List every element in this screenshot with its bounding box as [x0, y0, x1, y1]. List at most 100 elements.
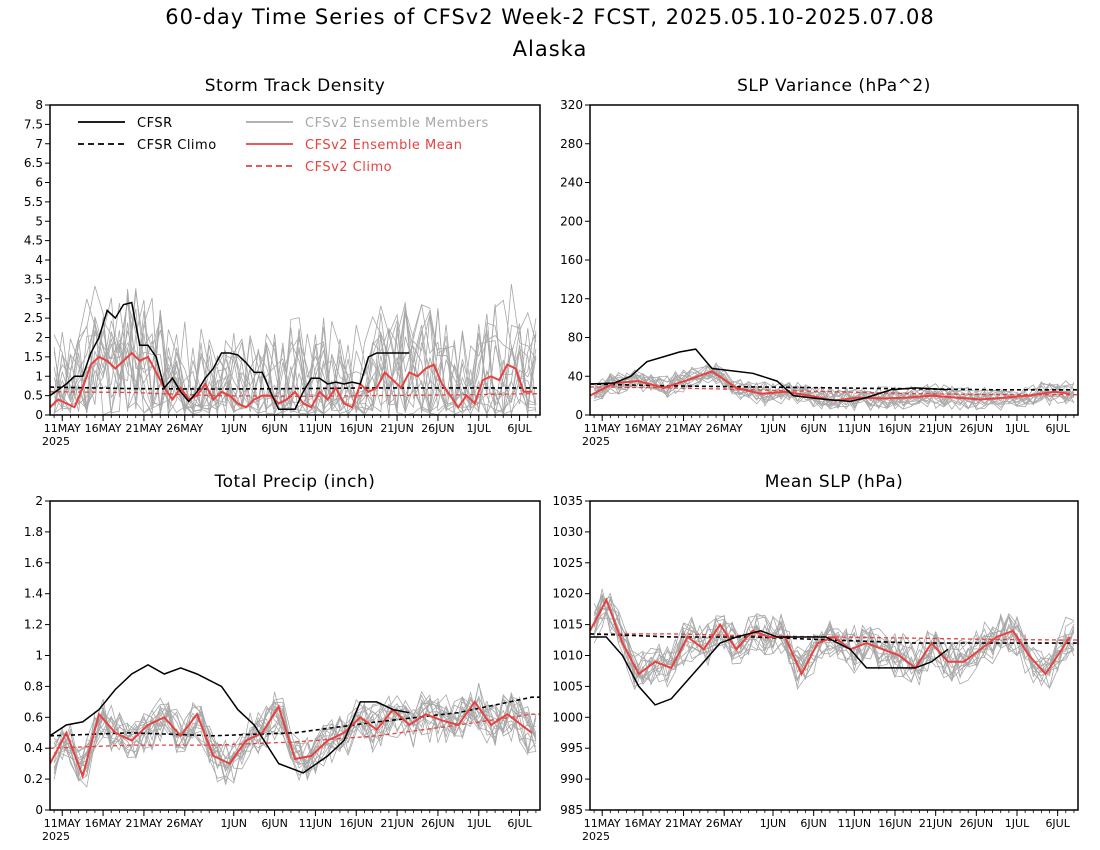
x-tick-label: 11MAY [44, 817, 81, 830]
ensemble-member-line [593, 370, 1075, 408]
ensemble-mean-line [50, 351, 532, 410]
x-tick-label: 16MAY [85, 422, 122, 435]
plot-frame [589, 104, 1079, 416]
panel-title: Total Precip (inch) [214, 472, 376, 492]
y-tick-label: 0.6 [24, 710, 43, 724]
y-tick-label: 1005 [552, 679, 583, 693]
x-tick-label: 1JUL [467, 422, 492, 435]
ensemble-mean-line [50, 700, 533, 780]
x-tick-label: 21MAY [125, 817, 162, 830]
x-tick-label: 26MAY [706, 422, 743, 435]
x-tick-label: 16MAY [624, 817, 661, 830]
y-tick-label: 320 [560, 98, 583, 112]
y-tick-label: 2 [35, 494, 43, 508]
y-tick-label: 985 [560, 803, 583, 817]
legend-cfsr-climo-label: CFSR Climo [137, 138, 217, 153]
y-tick-label: 1.6 [24, 556, 43, 570]
y-tick-label: 0.5 [24, 389, 43, 403]
y-tick-label: 1.4 [24, 587, 43, 601]
y-tick-label: 3.5 [24, 272, 43, 286]
y-tick-label: 240 [560, 176, 583, 190]
x-tick-label: 26JUN [421, 422, 455, 435]
x-tick-label: 1JUL [1005, 817, 1030, 830]
series-group [590, 348, 1078, 412]
cfsr-climo-line [590, 383, 1078, 391]
y-tick-label: 160 [560, 253, 583, 267]
y-tick-label: 5 [35, 214, 43, 228]
legend-members-label: CFSv2 Ensemble Members [305, 116, 489, 131]
ensemble-mean-line [590, 597, 1071, 677]
x-tick-label: 6JUN [800, 817, 827, 830]
x-tick-label: 21JUN [380, 817, 414, 830]
ensemble-member-line [593, 592, 1075, 685]
x-tick-label: 6JUL [1045, 817, 1070, 830]
ensemble-member-line [593, 365, 1075, 410]
x-year-label: 2025 [42, 435, 70, 448]
y-tick-label: 1000 [552, 710, 583, 724]
y-tick-label: 6 [35, 176, 43, 190]
x-tick-label: 26MAY [166, 422, 203, 435]
panel-title: Storm Track Density [205, 76, 386, 96]
cfsr-climo-line [50, 696, 540, 737]
y-tick-label: 8 [35, 98, 43, 112]
y-tick-label: 4.5 [24, 234, 43, 248]
series-group [50, 284, 540, 415]
cfsr-climo-line [590, 633, 1078, 644]
x-tick-label: 11JUN [838, 422, 872, 435]
y-tick-label: 1.5 [24, 350, 43, 364]
cfsr-line [590, 630, 949, 706]
y-tick-label: 2 [35, 331, 43, 345]
y-tick-label: 3 [35, 292, 43, 306]
x-tick-label: 21JUN [919, 422, 953, 435]
y-tick-label: 200 [560, 214, 583, 228]
y-tick-label: 0 [35, 408, 43, 422]
y-tick-label: 2.5 [24, 311, 43, 325]
y-tick-label: 7.5 [24, 117, 43, 131]
y-tick-label: 1 [35, 649, 43, 663]
cfsr-line [50, 663, 410, 774]
series-group [590, 588, 1078, 706]
x-tick-label: 6JUL [507, 422, 532, 435]
main-subtitle: Alaska [512, 37, 588, 61]
ensemble-member-line [53, 317, 537, 415]
series-group [50, 663, 540, 788]
x-tick-label: 1JUN [220, 422, 247, 435]
y-tick-label: 0.2 [24, 772, 43, 786]
panel-title: Mean SLP (hPa) [765, 472, 904, 492]
x-tick-label: 16JUN [878, 422, 912, 435]
y-tick-label: 6.5 [24, 156, 43, 170]
y-tick-label: 280 [560, 137, 583, 151]
y-tick-label: 40 [568, 369, 583, 383]
y-tick-label: 995 [560, 741, 583, 755]
x-tick-label: 16MAY [624, 422, 661, 435]
panel-3: Total Precip (inch) 0 0.2 0.4 0.6 0.8 1 1.2 1.4 1… [24, 472, 541, 843]
y-tick-label: 1.8 [24, 525, 43, 539]
y-tick-label: 1020 [552, 587, 583, 601]
x-tick-label: 21MAY [665, 817, 702, 830]
x-tick-label: 11MAY [44, 422, 81, 435]
x-tick-label: 6JUL [1045, 422, 1070, 435]
cfsr-line [50, 301, 410, 410]
x-year-label: 2025 [582, 435, 610, 448]
x-tick-label: 11MAY [584, 422, 621, 435]
legend: CFSR CFSR Climo CFSv2 Ensemble Members CFSv… [78, 116, 489, 175]
x-tick-label: 11MAY [584, 817, 621, 830]
panel-4: Mean SLP (hPa) 985 990 995 1000 1005 1010 1015 1… [552, 472, 1079, 843]
x-tick-label: 26JUN [960, 817, 994, 830]
y-tick-label: 7 [35, 137, 43, 151]
cfsv2-climo-line [590, 633, 1078, 641]
panel-2: SLP Variance (hPa^2) 0 40 80 120 160 200 240 280… [560, 76, 1079, 448]
legend-cfsv2-climo-label: CFSv2 Climo [305, 160, 392, 175]
y-tick-label: 80 [568, 331, 583, 345]
x-tick-label: 11JUN [299, 422, 333, 435]
ensemble-member-line [593, 370, 1075, 410]
x-tick-label: 26MAY [166, 817, 203, 830]
y-tick-label: 990 [560, 772, 583, 786]
panel-1: Storm Track Density 0 0.5 1 1.5 2 2.5 3 3.5 4 4.5 5… [24, 76, 541, 448]
ensemble-member-line [53, 297, 536, 415]
y-tick-label: 0 [575, 408, 583, 422]
panel-title: SLP Variance (hPa^2) [737, 76, 931, 96]
x-tick-label: 6JUN [261, 422, 288, 435]
x-tick-label: 16MAY [85, 817, 122, 830]
